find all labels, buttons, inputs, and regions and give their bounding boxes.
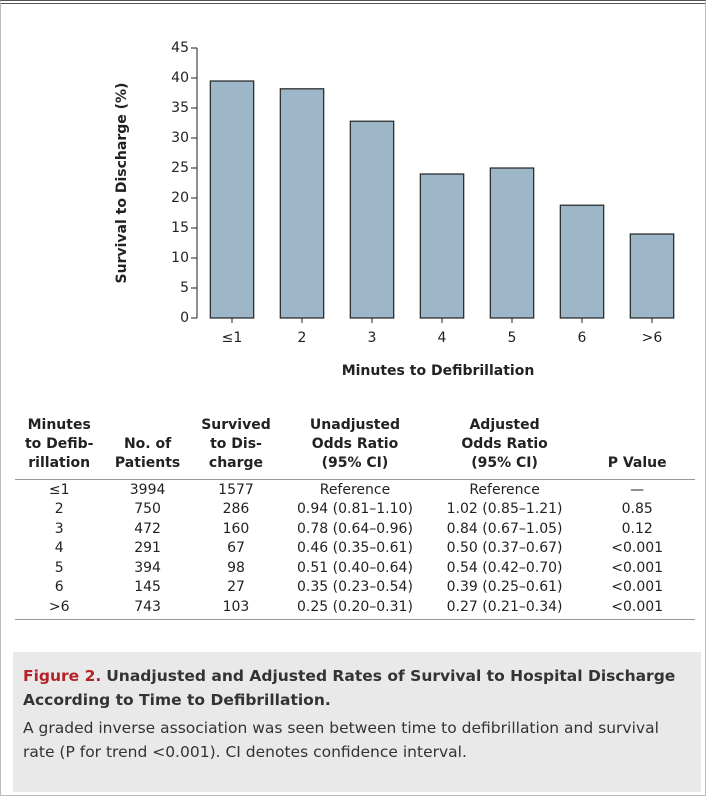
table-cell: 0.51 (0.40–0.64) [297, 559, 413, 576]
bar [279, 88, 325, 319]
x-tick-label: 4 [438, 330, 447, 346]
table-cell: 0.25 (0.20–0.31) [280, 597, 430, 620]
table-cell: <0.001 [611, 579, 664, 596]
y-tick-label: 10 [171, 250, 189, 266]
table-cell: 0.12 [621, 520, 653, 537]
x-tick-label: 2 [298, 330, 307, 346]
table-cell: >6 [15, 597, 104, 620]
table-cell: 0.50 (0.37–0.67) [446, 540, 563, 557]
table-cell: <0.001 [611, 540, 664, 557]
y-tick-label: 5 [180, 280, 189, 296]
table-cell: 67 [227, 540, 245, 557]
table-cell: Reference [319, 481, 391, 498]
x-tick-label: ≤1 [222, 330, 243, 346]
table-cell: 103 [191, 597, 281, 620]
y-tick-label: 20 [171, 190, 189, 206]
bar [489, 167, 535, 319]
table-cell: 286 [222, 501, 250, 518]
x-tick-label: 6 [578, 330, 587, 346]
table-row: 4 291 67 0.46 (0.35–0.61) 0.50 (0.37–0.67) <0… [15, 539, 695, 559]
chart: Minutes to Defibrillation Survival to Di… [114, 40, 675, 379]
table-cell: 0.39 (0.25–0.61) [446, 579, 563, 596]
table-row: 5 394 98 0.51 (0.40–0.64) 0.54 (0.42–0.70) <0… [15, 558, 695, 578]
table-cell: 1577 [218, 481, 254, 498]
table-cell: 0.54 (0.42–0.70) [446, 559, 563, 576]
table-cell: 5 [54, 559, 64, 576]
y-tick-label: 15 [171, 220, 189, 236]
table-cell: — [630, 481, 645, 498]
bar [349, 120, 395, 319]
x-axis-title: Minutes to Defibrillation [342, 363, 535, 379]
bar [629, 233, 675, 319]
table-cell: 1.02 (0.85–1.21) [446, 501, 563, 518]
caption-text: A graded inverse association was seen be… [23, 719, 659, 761]
header-cell: Adjusted Odds Ratio (95% CI) [429, 416, 580, 480]
header-cell: Unadjusted Odds Ratio (95% CI) [280, 416, 430, 480]
table-row: 2 750 286 0.94 (0.81–1.10) 1.02 (0.85–1.21) 0… [15, 500, 695, 520]
caption-title: Unadjusted and Adjusted Rates of Surviva… [23, 667, 676, 709]
bar [559, 204, 605, 319]
table-cell: 0.27 (0.21–0.34) [429, 597, 580, 620]
table-cell: 0.78 (0.64–0.96) [297, 520, 413, 537]
table-cell: 6 [54, 579, 64, 596]
table-cell: 3 [54, 520, 64, 537]
table-cell: 743 [103, 597, 192, 620]
y-tick-label: 0 [180, 310, 189, 326]
table-cell: 27 [227, 579, 245, 596]
bar [419, 173, 465, 319]
table-cell: Reference [469, 481, 540, 498]
y-tick-label: 30 [171, 130, 189, 146]
y-tick-label: 40 [171, 70, 189, 86]
table-cell: 3994 [129, 481, 166, 498]
table-cell: ≤1 [48, 481, 70, 498]
x-tick-label: 5 [508, 330, 517, 346]
table-row: >6 743 103 0.25 (0.20–0.31) 0.27 (0.21–0.34)… [15, 597, 695, 620]
y-tick-label: 45 [171, 40, 189, 56]
table-cell: 4 [54, 540, 64, 557]
table-cell: 472 [134, 520, 161, 537]
x-tick-label: >6 [642, 330, 663, 346]
header-cell: No. of Patients [103, 416, 192, 480]
table-cell: 0.35 (0.23–0.54) [297, 579, 413, 596]
caption-label: Figure 2. [23, 667, 102, 685]
table-cell: 160 [222, 520, 250, 537]
caption: Figure 2. Unadjusted and Adjusted Rates … [13, 652, 701, 792]
table-cell: 2 [54, 501, 64, 518]
table-cell: 750 [134, 501, 161, 518]
header-cell: Minutes to Defib- rillation [15, 416, 104, 480]
table-cell: <0.001 [611, 559, 664, 576]
table-row: 6 145 27 0.35 (0.23–0.54) 0.39 (0.25–0.61) <0… [15, 578, 695, 598]
table-row: 3 472 160 0.78 (0.64–0.96) 0.84 (0.67–1.05) 0… [15, 519, 695, 539]
header-row: Minutes to Defib- rillation No. of Patien… [15, 416, 695, 480]
table-row: ≤1 3994 1577 Reference Reference — [15, 480, 695, 500]
y-tick-label: 25 [171, 160, 189, 176]
table-cell: 0.94 (0.81–1.10) [297, 501, 413, 518]
x-tick-label: 3 [368, 330, 377, 346]
table-cell: 394 [134, 559, 161, 576]
y-tick-label: 35 [171, 100, 189, 116]
table-cell: 291 [134, 540, 161, 557]
table-cell: 98 [227, 559, 245, 576]
table-cell: 0.85 [621, 501, 653, 518]
table-cell: 145 [134, 579, 161, 596]
header-cell: Survived to Dis- charge [191, 416, 281, 480]
bar [209, 80, 255, 319]
y-axis-title: Survival to Discharge (%) [114, 83, 130, 284]
table-cell: 0.84 (0.67–1.05) [446, 520, 563, 537]
results-table: Minutes to Defib- rillation No. of Patien… [15, 416, 695, 620]
header-cell: P Value [579, 416, 695, 480]
table-cell: <0.001 [579, 597, 695, 620]
table-cell: 0.46 (0.35–0.61) [297, 540, 413, 557]
